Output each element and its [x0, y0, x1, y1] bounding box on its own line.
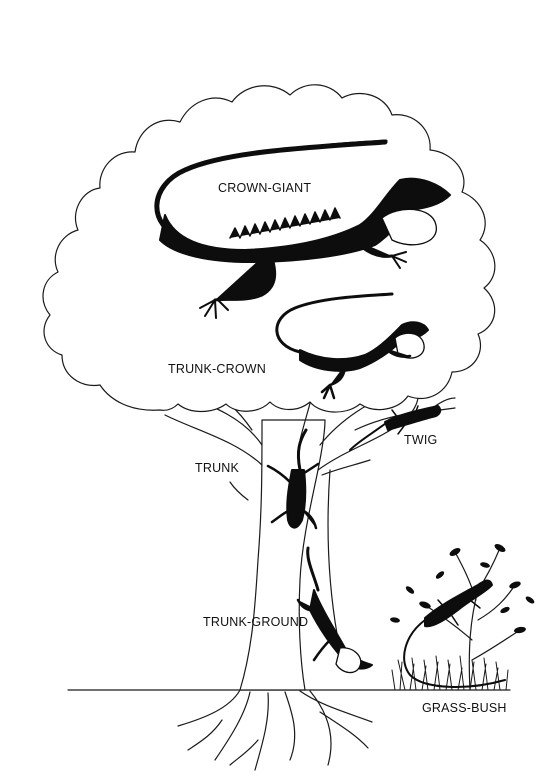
- tree-roots: [177, 689, 373, 771]
- bush-leaves: [390, 544, 535, 634]
- trunk-crown-lizard: [275, 292, 429, 400]
- label-grass-bush: GRASS-BUSH: [422, 701, 507, 715]
- grass-bush-habitat: [390, 544, 535, 691]
- tree-trunk: [239, 419, 326, 691]
- label-twig: TWIG: [404, 433, 437, 447]
- label-crown-giant: CROWN-GIANT: [218, 181, 311, 195]
- grass-bush-lizard: [403, 579, 506, 688]
- label-trunk-ground: TRUNK-GROUND: [203, 615, 308, 629]
- trunk-lizard: [266, 428, 320, 530]
- label-trunk: TRUNK: [195, 461, 240, 475]
- crown-giant-lizard: [154, 139, 451, 319]
- trunk-ground-lizard: [296, 546, 373, 674]
- twig-lizard: [349, 405, 442, 451]
- label-trunk-crown: TRUNK-CROWN: [168, 362, 266, 376]
